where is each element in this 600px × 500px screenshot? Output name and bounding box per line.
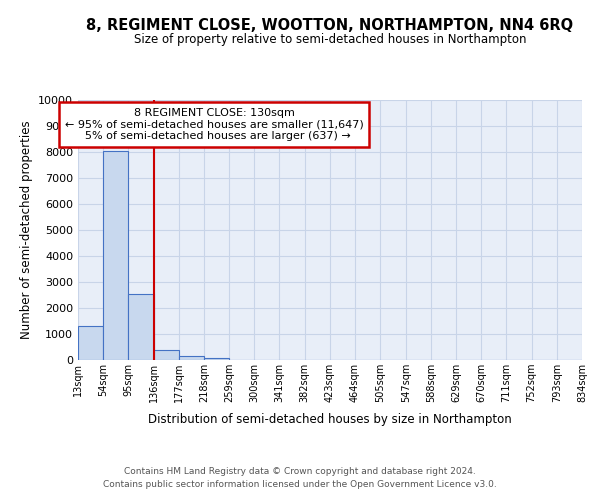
Text: Contains public sector information licensed under the Open Government Licence v3: Contains public sector information licen… [103,480,497,489]
Text: Size of property relative to semi-detached houses in Northampton: Size of property relative to semi-detach… [134,32,526,46]
Bar [204,358,229,360]
Text: 8, REGIMENT CLOSE, WOOTTON, NORTHAMPTON, NN4 6RQ: 8, REGIMENT CLOSE, WOOTTON, NORTHAMPTON,… [86,18,574,32]
Bar [154,350,179,360]
Bar [103,151,128,360]
Bar [179,356,204,360]
Text: Contains HM Land Registry data © Crown copyright and database right 2024.: Contains HM Land Registry data © Crown c… [124,468,476,476]
Text: Distribution of semi-detached houses by size in Northampton: Distribution of semi-detached houses by … [148,412,512,426]
Bar [128,294,154,360]
Y-axis label: Number of semi-detached properties: Number of semi-detached properties [20,120,32,340]
Bar [78,326,103,360]
Text: 8 REGIMENT CLOSE: 130sqm
← 95% of semi-detached houses are smaller (11,647)
  5%: 8 REGIMENT CLOSE: 130sqm ← 95% of semi-d… [65,108,364,141]
